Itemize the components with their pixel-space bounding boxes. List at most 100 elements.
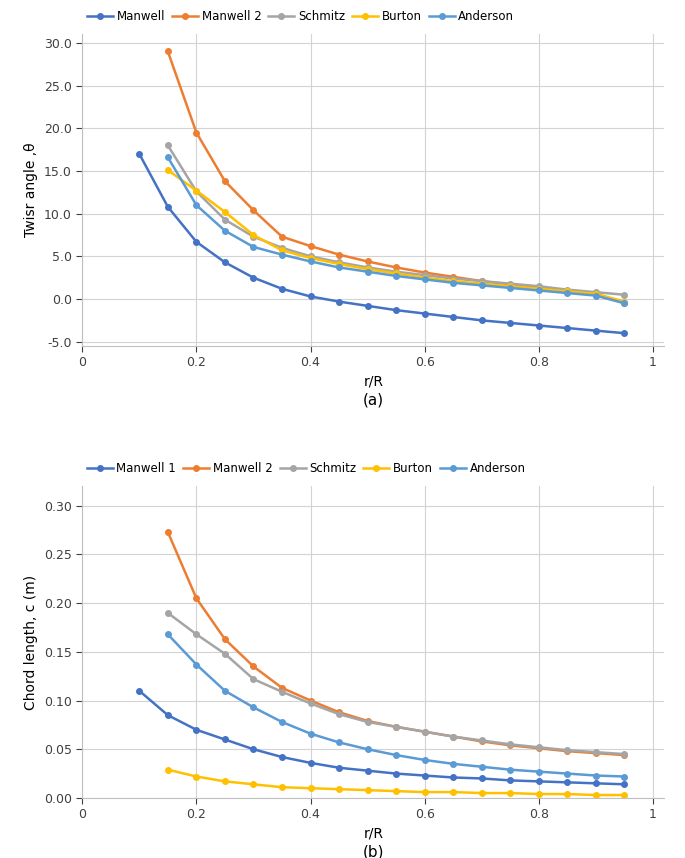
Schmitz — [335, 257, 343, 268]
Schmitz — [306, 251, 314, 262]
Burton — [364, 264, 372, 275]
Schmitz — [506, 279, 514, 289]
Manwell 1 — [135, 686, 143, 696]
Burton — [278, 782, 286, 793]
Burton — [506, 788, 514, 798]
Schmitz — [221, 649, 229, 659]
Anderson — [477, 762, 486, 772]
Line: Burton: Burton — [165, 167, 627, 305]
Anderson — [164, 629, 172, 639]
Burton — [621, 790, 629, 801]
Anderson — [192, 200, 201, 210]
Anderson — [221, 686, 229, 696]
Anderson — [364, 744, 372, 754]
Manwell 1 — [249, 744, 258, 754]
Manwell 2 — [421, 727, 429, 737]
Burton — [563, 287, 571, 297]
Burton — [592, 289, 600, 299]
Manwell 2 — [477, 736, 486, 746]
Burton — [449, 787, 458, 797]
Anderson — [506, 283, 514, 293]
Anderson — [449, 278, 458, 288]
Manwell 2 — [449, 272, 458, 282]
Burton — [306, 783, 314, 794]
Anderson — [249, 242, 258, 252]
Manwell 2 — [477, 276, 486, 287]
Manwell — [477, 315, 486, 325]
Anderson — [221, 226, 229, 236]
Manwell — [135, 148, 143, 159]
Manwell — [221, 257, 229, 268]
Schmitz — [392, 722, 400, 732]
Manwell 2 — [249, 662, 258, 672]
Manwell 2 — [364, 716, 372, 726]
Anderson — [621, 771, 629, 782]
Line: Manwell 2: Manwell 2 — [165, 49, 627, 306]
Schmitz — [335, 709, 343, 719]
Line: Burton: Burton — [165, 767, 627, 798]
Schmitz — [192, 186, 201, 196]
Burton — [392, 786, 400, 796]
Manwell — [392, 305, 400, 315]
Line: Manwell: Manwell — [136, 151, 627, 336]
Manwell 2 — [621, 299, 629, 309]
Burton — [306, 253, 314, 263]
Schmitz — [249, 232, 258, 242]
Manwell — [535, 320, 543, 330]
Anderson — [592, 291, 600, 301]
Manwell 2 — [306, 241, 314, 251]
Manwell — [449, 311, 458, 322]
Schmitz — [449, 731, 458, 741]
Manwell 2 — [392, 722, 400, 732]
Schmitz — [249, 674, 258, 685]
Manwell — [364, 300, 372, 311]
Burton — [563, 789, 571, 799]
Manwell 2 — [563, 746, 571, 757]
Manwell — [421, 308, 429, 318]
Burton — [421, 787, 429, 797]
Manwell 1 — [392, 769, 400, 779]
Legend: Manwell 1, Manwell 2, Schmitz, Burton, Anderson: Manwell 1, Manwell 2, Schmitz, Burton, A… — [82, 457, 530, 480]
Schmitz — [278, 243, 286, 253]
Manwell 2 — [535, 743, 543, 753]
Schmitz — [592, 747, 600, 758]
Anderson — [506, 764, 514, 775]
Burton — [278, 245, 286, 256]
Line: Manwell 2: Manwell 2 — [165, 529, 627, 758]
Line: Anderson: Anderson — [165, 631, 627, 779]
Anderson — [563, 769, 571, 779]
Burton — [192, 771, 201, 782]
Anderson — [421, 755, 429, 765]
Burton — [449, 276, 458, 287]
Manwell 1 — [621, 779, 629, 789]
Manwell 2 — [278, 683, 286, 693]
Manwell 1 — [421, 770, 429, 781]
Schmitz — [164, 607, 172, 618]
Schmitz — [278, 686, 286, 697]
Manwell 1 — [306, 758, 314, 768]
Anderson — [164, 152, 172, 162]
Manwell 2 — [164, 527, 172, 537]
Schmitz — [621, 290, 629, 300]
Schmitz — [421, 727, 429, 737]
Burton — [164, 165, 172, 175]
Burton — [335, 784, 343, 795]
Manwell 1 — [506, 776, 514, 786]
Anderson — [477, 281, 486, 291]
Manwell — [335, 297, 343, 307]
Schmitz — [164, 140, 172, 150]
Anderson — [278, 250, 286, 260]
Burton — [477, 788, 486, 798]
Anderson — [535, 766, 543, 776]
Manwell 2 — [192, 593, 201, 603]
Manwell 2 — [335, 250, 343, 260]
Anderson — [449, 758, 458, 769]
Burton — [392, 269, 400, 279]
Schmitz — [477, 276, 486, 287]
Schmitz — [364, 263, 372, 273]
Text: (b): (b) — [362, 844, 384, 858]
Manwell 2 — [592, 289, 600, 299]
Schmitz — [621, 749, 629, 759]
Manwell 1 — [335, 763, 343, 773]
Anderson — [192, 659, 201, 669]
